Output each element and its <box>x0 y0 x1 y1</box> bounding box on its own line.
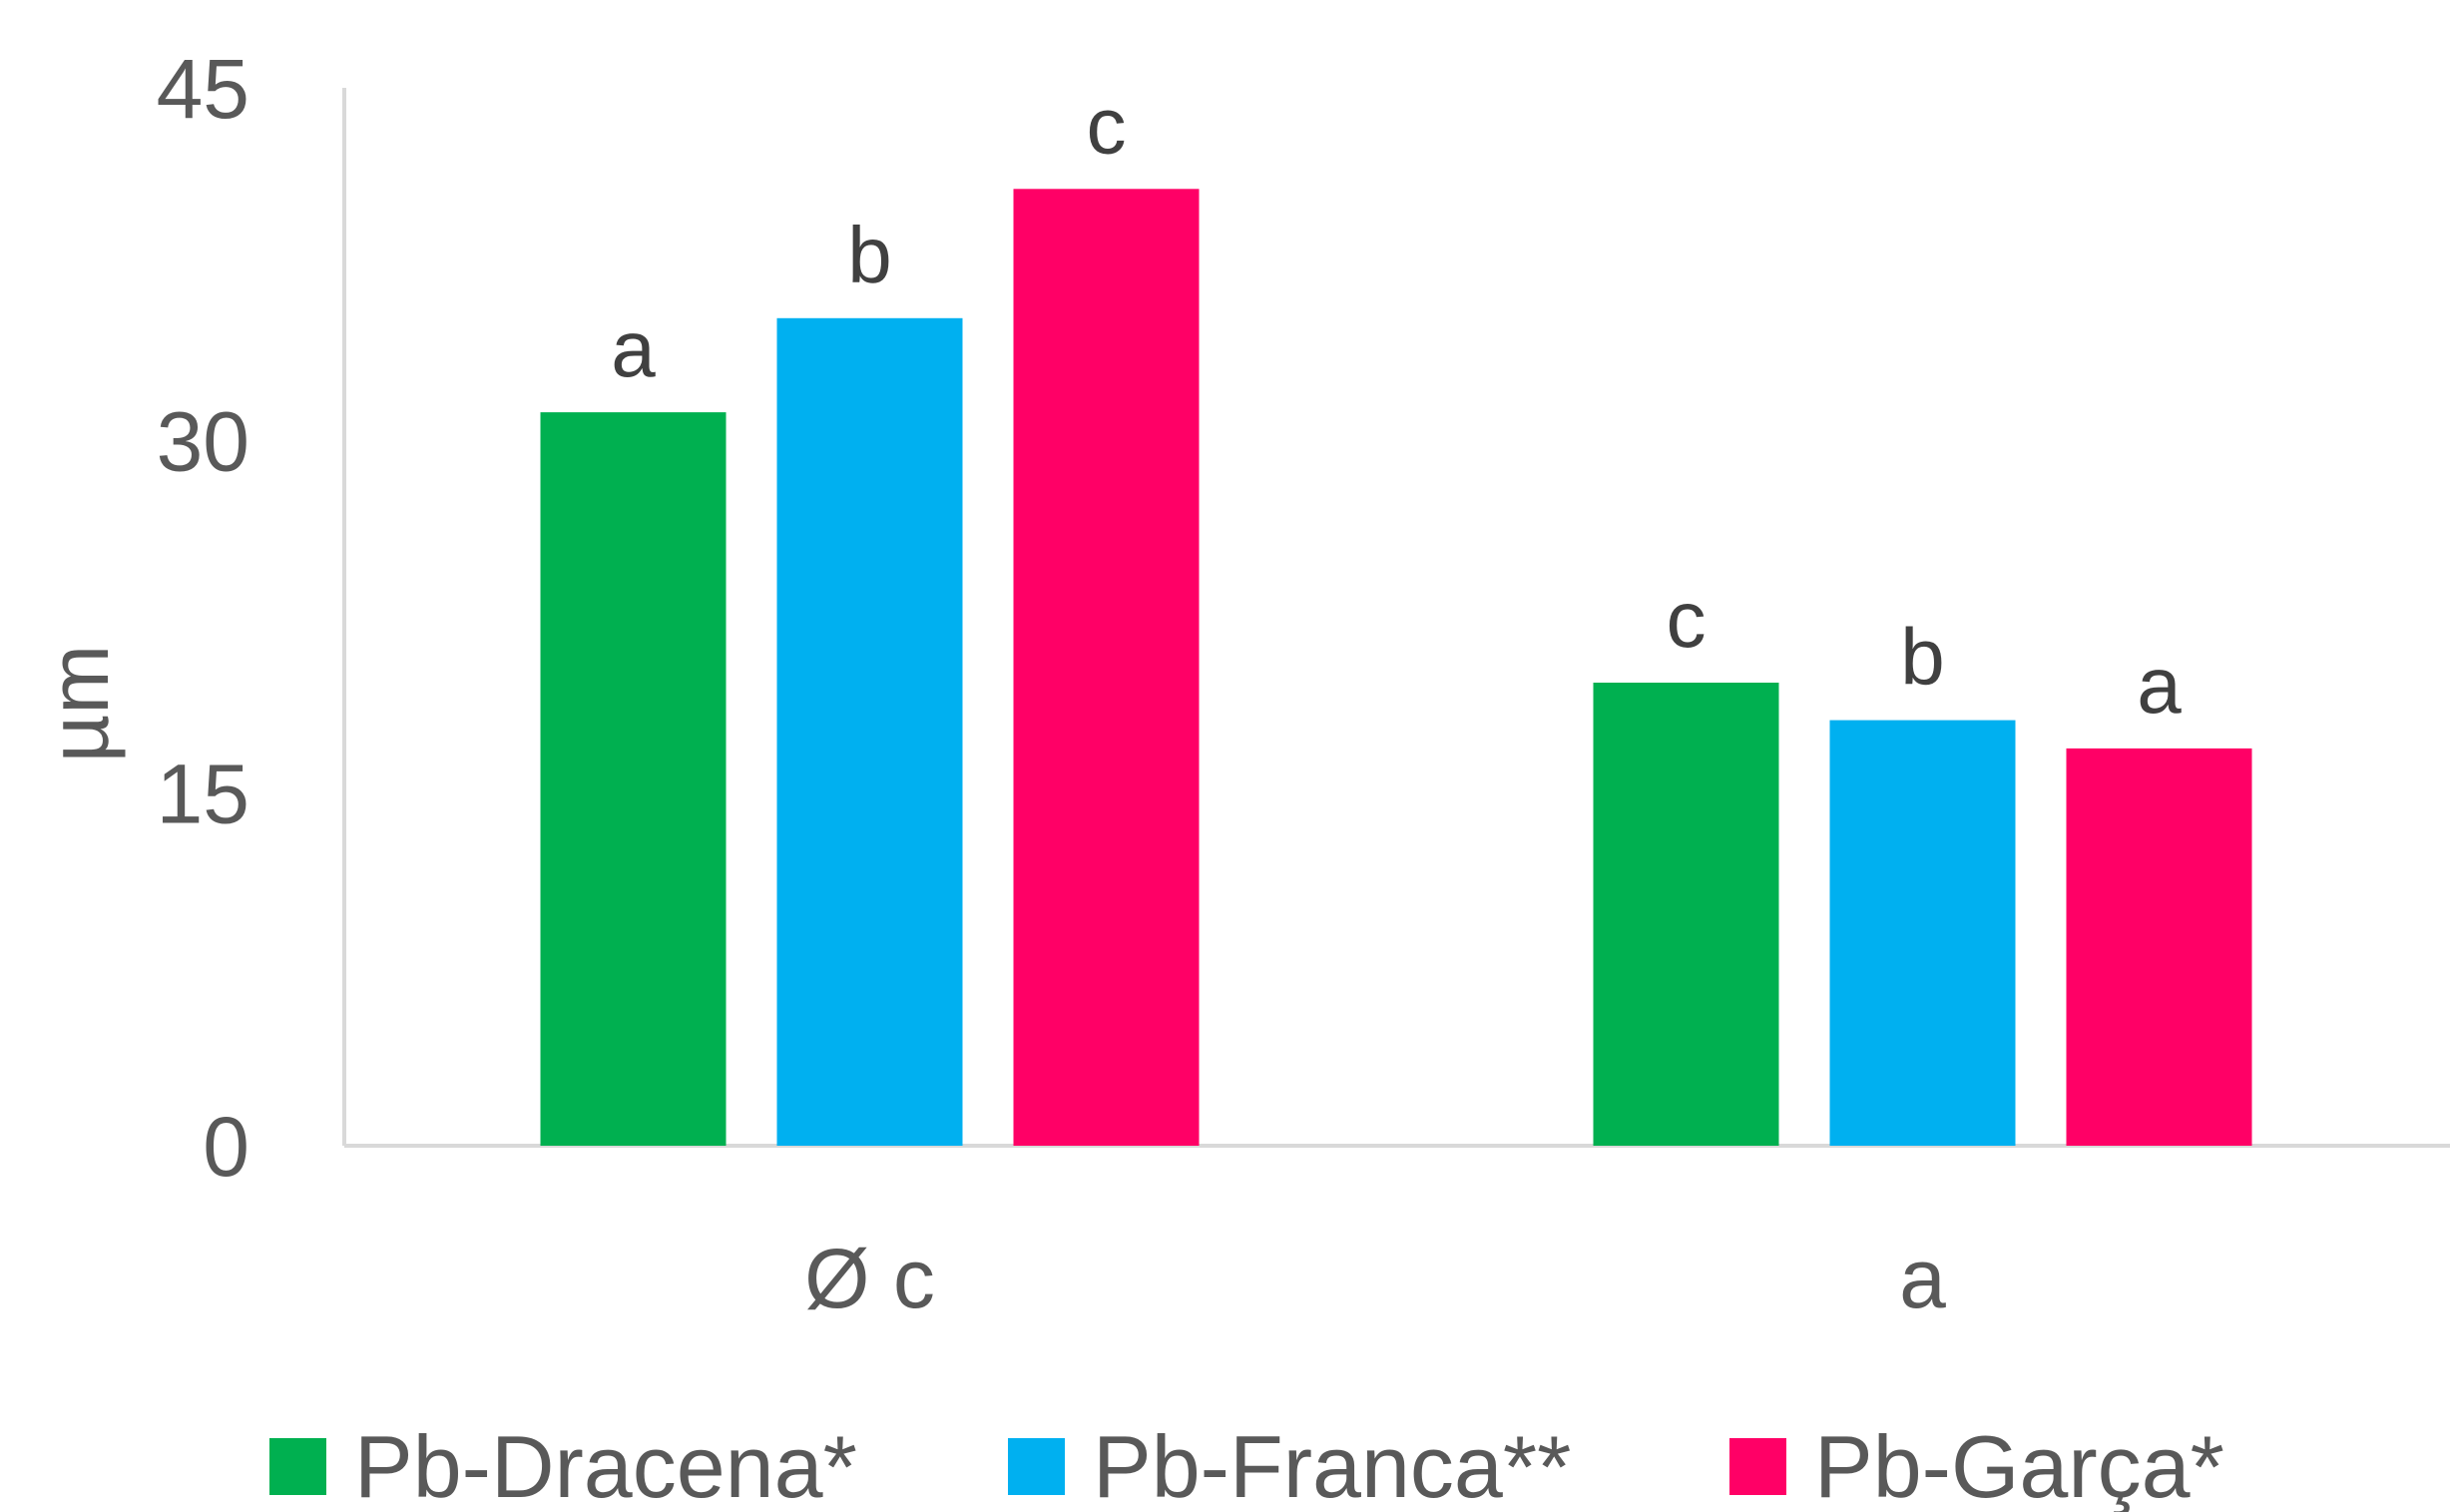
bars-group <box>540 189 2252 1147</box>
bar-1-2 <box>776 317 963 1146</box>
data-label: c <box>1087 81 1127 170</box>
legend: Pb-Dracena* Pb-Franca** Pb-Garça* <box>269 1417 2224 1512</box>
data-label: b <box>847 211 892 299</box>
y-tick-label: 45 <box>157 42 249 136</box>
legend-swatch <box>1008 1438 1065 1495</box>
legend-label: Pb-Franca** <box>1093 1417 1571 1512</box>
bar-1-1 <box>540 412 727 1147</box>
legend-label: Pb-Dracena* <box>354 1417 857 1512</box>
y-tick-labels: 0 15 30 45 <box>157 42 249 1194</box>
data-labels-group: a b c c b a <box>611 81 2182 730</box>
legend-swatch <box>269 1438 326 1495</box>
data-label: a <box>2137 641 2182 730</box>
y-tick-label: 15 <box>157 748 249 841</box>
category-label: Ø c <box>804 1232 935 1325</box>
bar-2-2 <box>1829 720 2016 1146</box>
bar-1-3 <box>1013 189 1200 1147</box>
bar-2-3 <box>2066 748 2252 1146</box>
data-label: a <box>611 304 656 393</box>
y-axis-title: µm <box>32 645 126 762</box>
y-tick-label: 30 <box>157 394 249 488</box>
bar-2-1 <box>1593 683 1779 1146</box>
category-label: a <box>1899 1232 1946 1325</box>
data-label: b <box>1900 613 1945 702</box>
legend-label: Pb-Garça* <box>1814 1417 2224 1512</box>
data-label: c <box>1667 575 1707 664</box>
y-tick-label: 0 <box>203 1100 249 1194</box>
legend-swatch <box>1729 1438 1786 1495</box>
